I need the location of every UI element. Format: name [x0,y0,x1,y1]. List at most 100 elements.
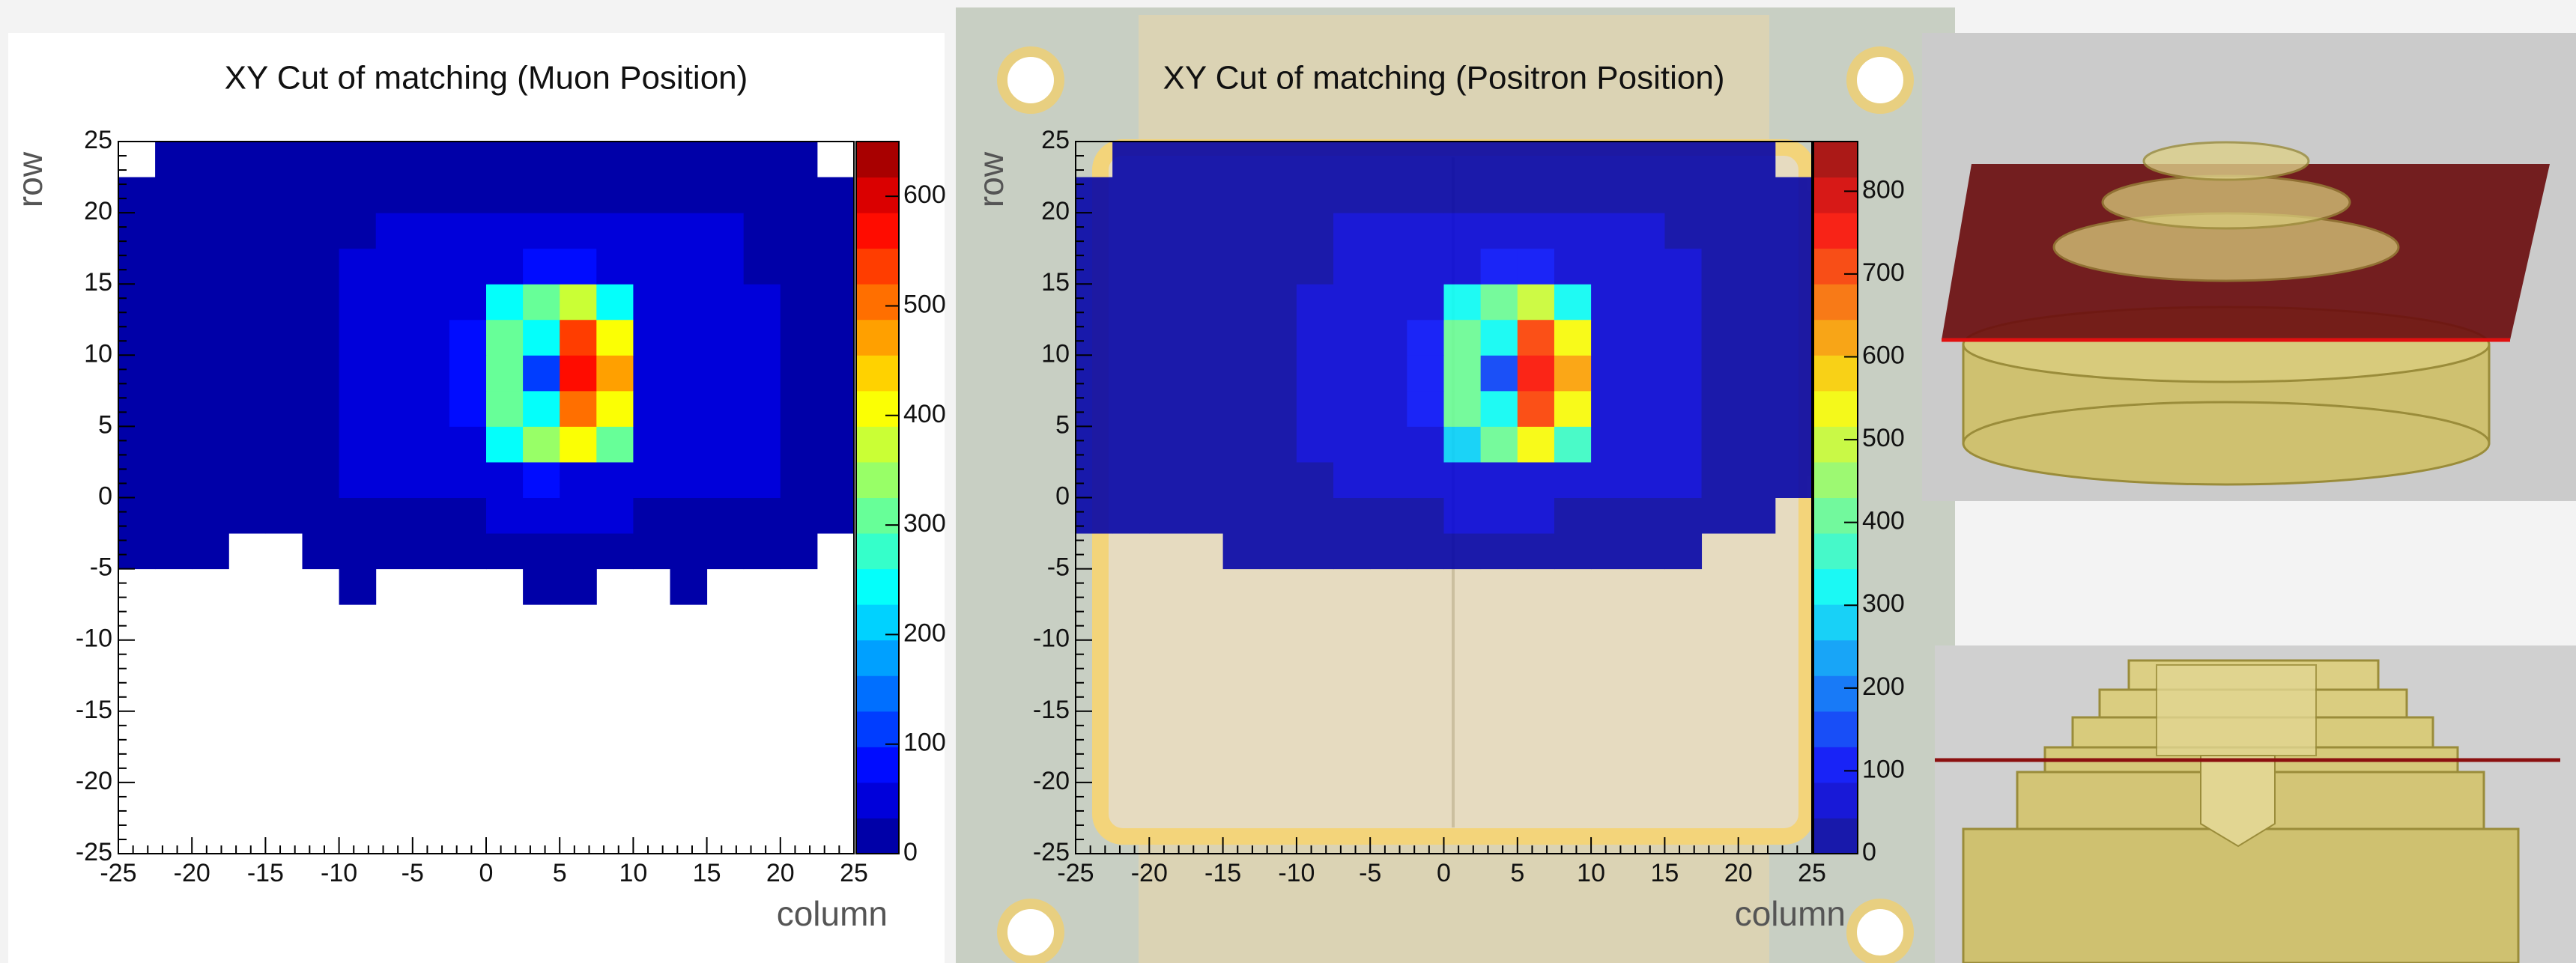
heatmap-cell [486,355,524,392]
heatmap-cell [596,213,634,249]
heatmap-cell [780,248,818,285]
heatmap-cell [706,426,745,463]
colorbar-band [1813,640,1858,676]
heatmap-cell [1222,284,1261,321]
cells [118,142,855,605]
heatmap-cell [670,568,708,605]
tier [1962,827,2520,963]
heatmap-cell [1701,497,1739,534]
heatmap-cell [1554,142,1592,178]
y-tick-label: -5 [1047,553,1070,582]
heatmap-cell [1186,284,1224,321]
heatmap-cell [1222,497,1261,534]
heatmap-cell [706,284,745,321]
heatmap-cell [302,319,340,356]
heatmap-cell [1664,533,1703,570]
heatmap-cell [449,461,487,498]
heatmap-cell [449,248,487,285]
heatmap-cell [1517,213,1555,249]
heatmap-cell [1407,390,1444,427]
tier [2142,141,2310,181]
heatmap-cell [1296,142,1334,178]
heatmap-cell [1222,319,1261,356]
heatmap-cell [633,284,670,321]
heatmap-cell [1664,284,1703,321]
x-axis-label: column [1735,894,1846,933]
heatmap-cell [743,248,781,285]
heatmap-cell [449,390,487,427]
heatmap-cell [670,213,708,249]
heatmap-cell [155,533,193,570]
y-tick-label: 15 [84,268,112,297]
heatmap-cell [1628,319,1665,356]
heatmap-cell [192,497,229,534]
heatmap-cell [449,355,487,392]
heatmap-cell [596,426,634,463]
heatmap-cell [1701,426,1739,463]
heatmap-cell [1664,390,1703,427]
heatmap-cell [1112,177,1150,213]
colorbar-band [856,568,899,605]
y-tick-label: 20 [1041,197,1070,225]
colorbar-frame [855,141,900,854]
heatmap-cell [670,355,708,392]
heatmap-cell [412,177,450,213]
heatmap-cell [375,497,413,534]
heatmap-cell [596,390,634,427]
colorbar-band [1813,747,1858,783]
heatmap-cell [780,355,818,392]
colorbar-tick-label: 400 [1862,507,1905,535]
chart-title: XY Cut of matching (Positron Position) [1163,60,1725,97]
heatmap-cell [523,213,560,249]
heatmap-cell [1296,319,1334,356]
heatmap-cell [1112,142,1150,178]
heatmap-cell [1443,426,1482,463]
heatmap-cell [1738,177,1776,213]
heatmap-cell [1628,355,1665,392]
heatmap-cell [1370,177,1407,213]
heatmap-cell [449,177,487,213]
heatmap-cell [1480,213,1518,249]
colorbar-tick-label: 100 [903,729,946,757]
colorbar-band [856,533,899,570]
heatmap-cell [596,177,634,213]
heatmap-cell [1333,426,1371,463]
heatmap-cell [1517,355,1555,392]
heatmap-cell [1628,177,1665,213]
y-axis-label: row [10,151,49,207]
heatmap-cell [1296,497,1334,534]
heatmap-cell [560,497,597,534]
x-tick-label: 25 [1798,859,1826,887]
y-tick-label: -15 [76,696,112,724]
heatmap-cell [596,284,634,321]
heatmap-cell [1296,284,1334,321]
heatmap-cell [780,390,818,427]
heatmap-cell [302,142,340,178]
heatmap-cell [339,461,377,498]
heatmap-cell [1259,426,1297,463]
heatmap-cell [1222,461,1261,498]
heatmap-cell [1407,426,1444,463]
heatmap-cell [670,142,708,178]
heatmap-cell [1333,319,1371,356]
y-axis-label: row [972,151,1010,207]
heatmap-cell [816,284,855,321]
heatmap-cell [228,426,266,463]
heatmap-cell [1076,177,1113,213]
heatmap-cell [1517,177,1555,213]
heatmap-cell [743,177,781,213]
colorbar-band [1813,711,1858,747]
heatmap-cell [780,426,818,463]
heatmap-cell [1664,248,1703,285]
heatmap-cell [265,284,303,321]
heatmap-cell [1186,177,1224,213]
y-tick-label: -5 [90,553,112,582]
colorbar-band [1813,248,1858,285]
heatmap-cell [706,142,745,178]
heatmap-cell [1149,213,1187,249]
colorbar-band [856,142,899,178]
heatmap-cell [339,568,377,605]
heatmap-cell [1591,177,1628,213]
heatmap-cell [1443,390,1482,427]
heatmap-cell [302,497,340,534]
